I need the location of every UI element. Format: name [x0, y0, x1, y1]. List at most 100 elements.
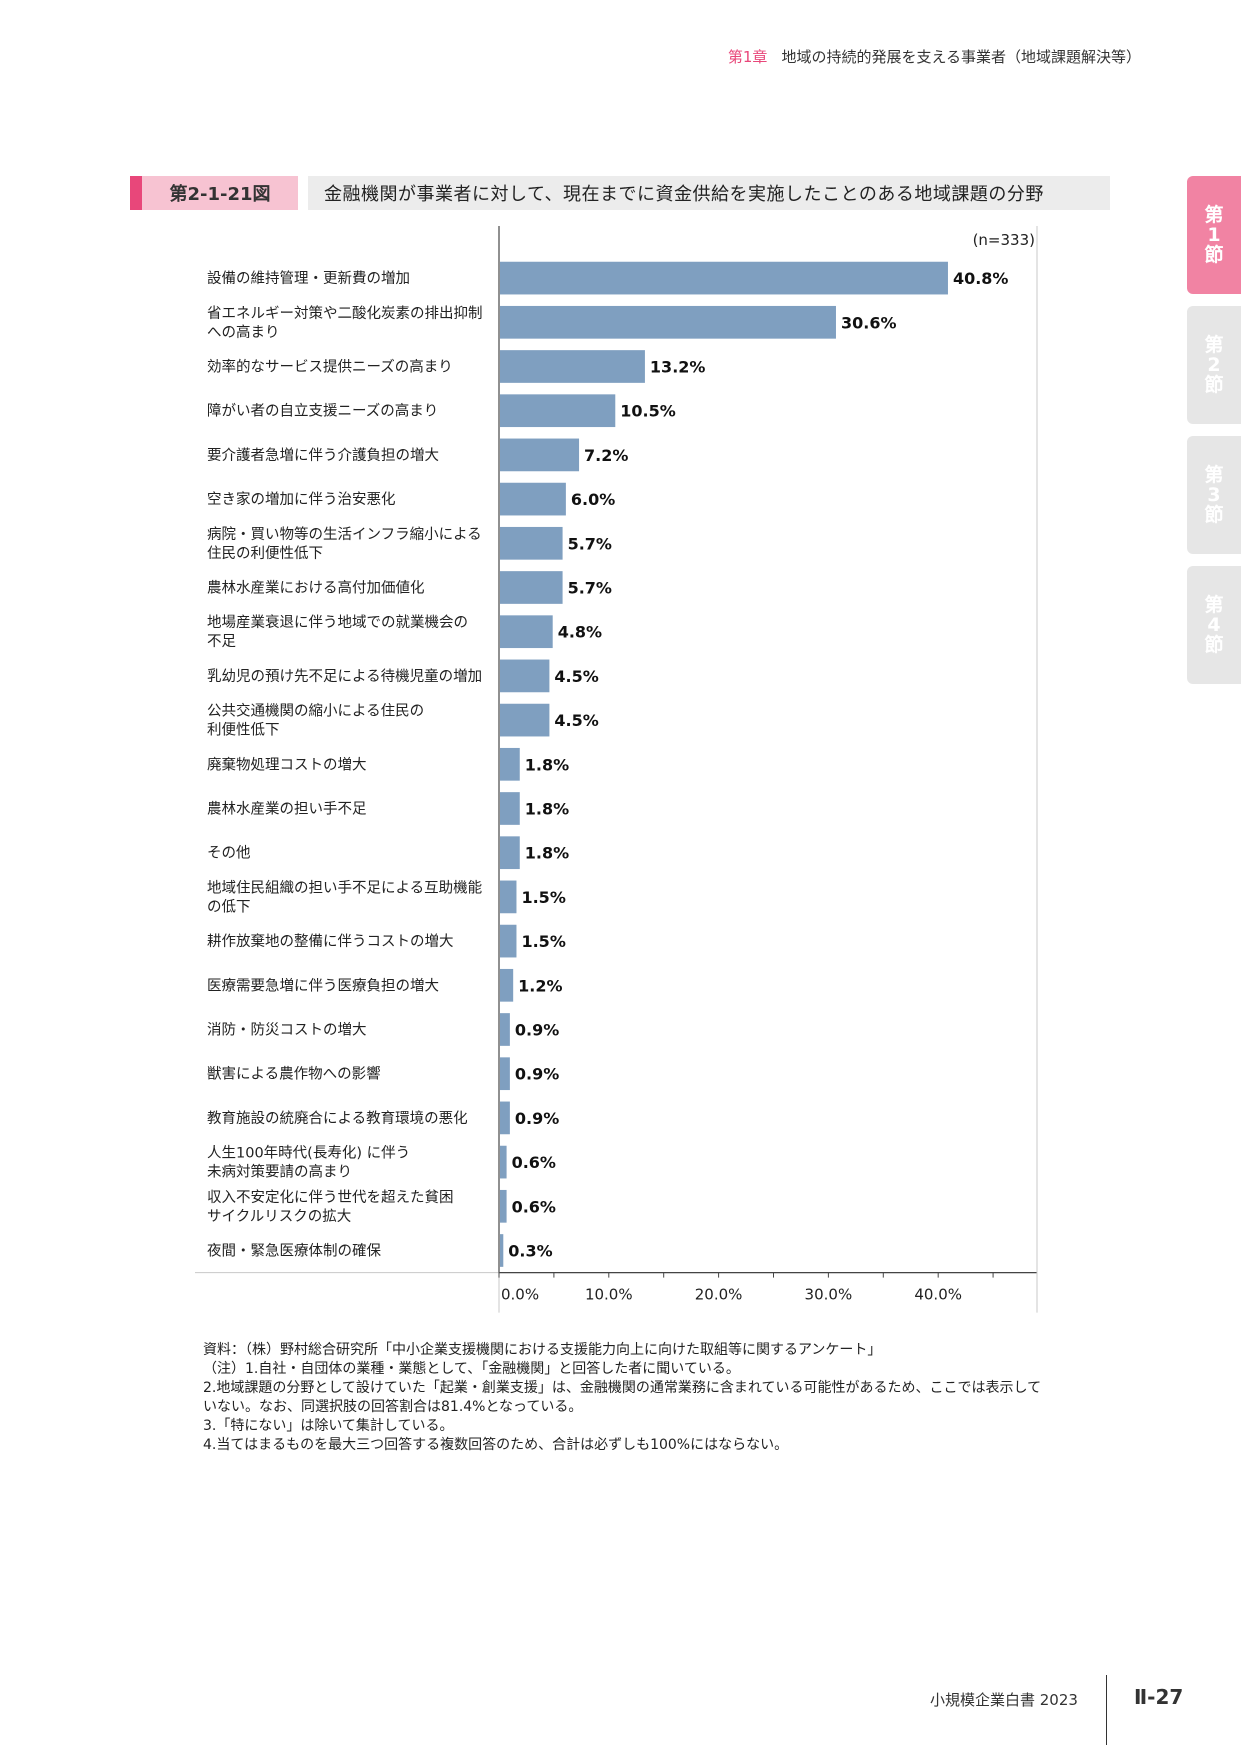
category-label: 病院・買い物等の生活インフラ縮小による — [207, 525, 482, 543]
bar — [500, 659, 550, 693]
figure-title-accent — [130, 176, 142, 210]
bar-chart: 0.0% 10.0% 20.0% 30.0% 40.0% (n=333) 40.8% 設備の維… — [195, 226, 1038, 1313]
bar-value-label: 6.0% — [571, 490, 615, 509]
x-tick-label: 10.0% — [585, 1286, 633, 1304]
bar — [500, 305, 836, 339]
figure-notes: 資料：（株）野村総合研究所「中小企業支援機関における支援能力向上に向けた取組等に… — [203, 1341, 1048, 1455]
bar-value-label: 13.2% — [650, 358, 706, 377]
category-label: 消防・防災コストの増大 — [207, 1022, 367, 1039]
x-tick-label: 30.0% — [805, 1286, 853, 1304]
category-label: 空き家の増加に伴う治安悪化 — [207, 491, 396, 508]
bar-value-label: 0.6% — [512, 1153, 556, 1172]
category-label: 未病対策要請の高まり — [207, 1164, 352, 1181]
bar-value-label: 0.3% — [508, 1242, 552, 1261]
category-label: への高まり — [207, 324, 280, 341]
bar — [500, 924, 517, 958]
bar — [500, 394, 616, 428]
section-tab-4[interactable]: 第4節 — [1187, 566, 1241, 684]
figure-title-bar: 第2-1-21図 金融機関が事業者に対して、現在までに資金供給を実施したことのあ… — [130, 176, 1110, 210]
chapter-label: 第1章 — [727, 48, 768, 66]
category-label: 地域住民組織の担い手不足による互助機能 — [207, 879, 482, 896]
bar — [500, 836, 520, 870]
x-tick-label: 20.0% — [695, 1286, 743, 1304]
category-label: 夜間・緊急医療体制の確保 — [207, 1243, 381, 1260]
category-label: 獣害による農作物への影響 — [207, 1065, 381, 1083]
bar — [500, 747, 520, 781]
publication-name: 小規模企業白書 2023 — [930, 1691, 1078, 1709]
bar-value-label: 30.6% — [841, 313, 897, 332]
category-label: その他 — [207, 845, 251, 862]
bar-value-label: 4.5% — [554, 667, 598, 686]
bar — [500, 792, 520, 825]
category-label: 廃棄物処理コストの増大 — [207, 755, 367, 773]
bar — [500, 1101, 510, 1135]
bar — [500, 482, 566, 516]
category-label: 医療需要急増に伴う医療負担の増大 — [207, 977, 439, 994]
category-label: 設備の維持管理・更新費の増加 — [207, 270, 410, 287]
category-label: の低下 — [207, 898, 251, 915]
note-1: （注）1.自社・自団体の業種・業態として、「金融機関」と回答した者に聞いている。 — [203, 1361, 740, 1377]
footer-divider — [1106, 1675, 1107, 1745]
note-4: 4.当てはまるものを最大三つ回答する複数回答のため、合計は必ずしも100%にはな… — [203, 1437, 789, 1453]
bar-value-label: 4.8% — [558, 623, 602, 642]
bar-value-label: 0.9% — [515, 1109, 559, 1128]
category-label: 耕作放棄地の整備に伴うコストの増大 — [207, 932, 454, 950]
bar — [500, 571, 563, 604]
bar — [500, 526, 563, 560]
bar — [500, 1013, 510, 1046]
category-label: 農林水産業の担い手不足 — [207, 801, 367, 818]
bar-value-label: 0.6% — [512, 1197, 556, 1216]
bar-value-label: 5.7% — [568, 534, 612, 553]
note-2: 2.地域課題の分野として設けていた「起業・創業支援」は、金融機関の通常業務に含ま… — [203, 1380, 1042, 1415]
figure-number: 第2-1-21図 — [142, 176, 298, 210]
bar — [500, 438, 580, 472]
bar-value-label: 1.5% — [521, 932, 565, 951]
bar — [500, 1189, 507, 1223]
category-label: 障がい者の自立支援ニーズの高まり — [207, 402, 438, 420]
bar — [500, 968, 514, 1002]
bar-value-label: 1.8% — [525, 844, 569, 863]
page-number: Ⅱ-27 — [1134, 1685, 1184, 1709]
category-label: 効率的なサービス提供ニーズの高まり — [207, 359, 453, 376]
bar-value-label: 1.5% — [521, 888, 565, 907]
note-source: 資料：（株）野村総合研究所「中小企業支援機関における支援能力向上に向けた取組等に… — [203, 1342, 882, 1358]
bar — [500, 880, 517, 914]
category-label: 要介護者急増に伴う介護負担の増大 — [207, 447, 439, 464]
category-label: 利便性低下 — [207, 722, 280, 739]
category-label: 教育施設の統廃合による教育環境の悪化 — [207, 1109, 468, 1127]
note-3: 3.「特にない」は除いて集計している。 — [203, 1418, 454, 1434]
category-label: 収入不安定化に伴う世代を超えた貧困 — [207, 1189, 454, 1206]
x-tick-label: 40.0% — [914, 1286, 962, 1304]
bar-value-label: 5.7% — [568, 579, 612, 598]
bar-value-label: 1.8% — [525, 755, 569, 774]
x-tick-label: 0.0% — [501, 1286, 539, 1304]
bar — [500, 615, 553, 649]
bar-value-label: 10.5% — [620, 402, 676, 421]
category-label: 農林水産業における高付加価値化 — [207, 580, 425, 597]
bar-value-label: 1.8% — [525, 800, 569, 819]
category-label: 公共交通機関の縮小による住民の — [207, 702, 424, 720]
bar-value-label: 7.2% — [584, 446, 628, 465]
category-label: 省エネルギー対策や二酸化炭素の排出抑制 — [207, 305, 483, 322]
page-footer: 小規模企業白書 2023 Ⅱ-27 — [930, 1675, 1190, 1745]
section-tab-1[interactable]: 第1節 — [1187, 176, 1241, 294]
category-label: 人生100年時代(長寿化) に伴う — [207, 1145, 410, 1162]
bar — [500, 350, 645, 383]
bar-value-label: 0.9% — [515, 1065, 559, 1084]
category-label: 不足 — [207, 633, 236, 650]
category-label: サイクルリスクの拡大 — [207, 1208, 351, 1225]
bar — [500, 1234, 504, 1267]
bar-value-label: 0.9% — [515, 1021, 559, 1040]
category-label: 地場産業衰退に伴う地域での就業機会の — [207, 614, 468, 631]
bar — [500, 261, 948, 295]
sample-size-note: (n=333) — [973, 231, 1035, 249]
category-label: 乳幼児の預け先不足による待機児童の増加 — [207, 667, 482, 685]
bar-value-label: 4.5% — [554, 711, 598, 730]
bar — [500, 1145, 507, 1179]
section-tab-3[interactable]: 第3節 — [1187, 436, 1241, 554]
bar-value-label: 40.8% — [953, 269, 1009, 288]
bar — [500, 1057, 510, 1091]
section-tab-2[interactable]: 第2節 — [1187, 306, 1241, 424]
category-label: 住民の利便性低下 — [207, 545, 323, 562]
figure-title: 金融機関が事業者に対して、現在までに資金供給を実施したことのある地域課題の分野 — [308, 176, 1110, 210]
